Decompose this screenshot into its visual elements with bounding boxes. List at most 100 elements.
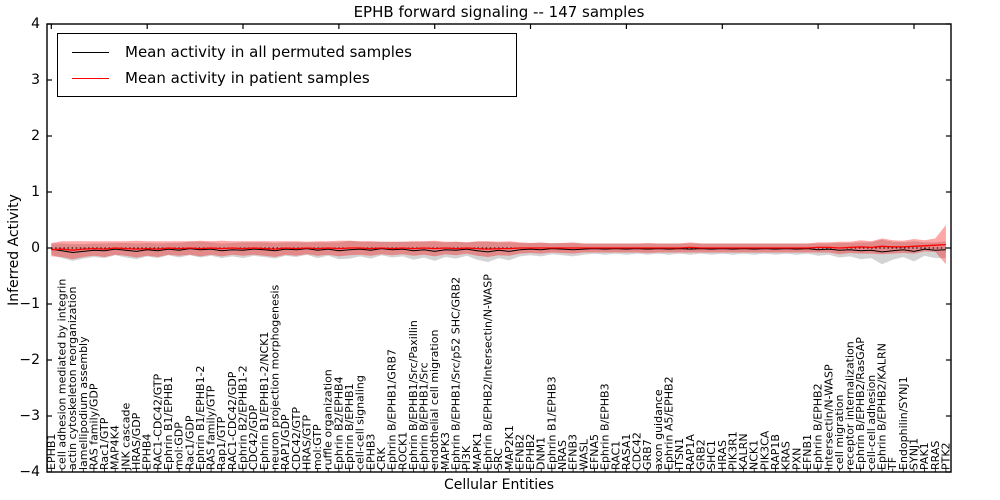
svg-text:PXN: PXN	[790, 448, 803, 470]
svg-text:HRAS: HRAS	[716, 440, 729, 470]
svg-text:RAP1A: RAP1A	[684, 434, 697, 470]
svg-text:NRAS: NRAS	[556, 440, 569, 470]
svg-text:−1: −1	[19, 296, 40, 312]
svg-text:cell migration: cell migration	[833, 394, 846, 470]
svg-text:1: 1	[31, 184, 40, 200]
svg-text:0: 0	[31, 240, 40, 256]
svg-text:−3: −3	[19, 408, 40, 424]
svg-text:JNK cascade: JNK cascade	[119, 403, 132, 471]
svg-text:Ephrin B/EPHB2/RasGAP: Ephrin B/EPHB2/RasGAP	[854, 337, 867, 470]
svg-text:RAC1-CDC42/GTP: RAC1-CDC42/GTP	[151, 373, 164, 470]
svg-text:Ephrin A5/EPHB2: Ephrin A5/EPHB2	[663, 376, 676, 470]
svg-text:CRK: CRK	[375, 447, 388, 470]
svg-text:KRAS: KRAS	[780, 441, 793, 470]
svg-text:ruffle organization: ruffle organization	[322, 369, 335, 470]
svg-text:CDC42/GDP: CDC42/GDP	[247, 404, 260, 470]
svg-text:receptor internalization: receptor internalization	[844, 341, 857, 470]
y-axis-label: Inferred Activity	[6, 194, 22, 306]
svg-text:EFNB2: EFNB2	[513, 434, 526, 470]
svg-text:Ephrin B1/EPHB1-2: Ephrin B1/EPHB1-2	[194, 365, 207, 470]
svg-text:RAP1B: RAP1B	[769, 434, 782, 470]
svg-text:TF: TF	[886, 457, 899, 471]
svg-text:HRAS/GDP: HRAS/GDP	[130, 412, 143, 470]
svg-text:cell-cell signaling: cell-cell signaling	[354, 375, 367, 470]
svg-text:actin cytoskeleton reorganizat: actin cytoskeleton reorganization	[66, 286, 79, 470]
svg-text:Ephrin B/EPHB1: Ephrin B/EPHB1	[343, 383, 356, 470]
svg-text:Ephrin B/EPHB1/Src: Ephrin B/EPHB1/Src	[418, 362, 431, 470]
svg-text:lamellipodium assembly: lamellipodium assembly	[77, 336, 90, 470]
svg-text:Endophilin/SYNJ1: Endophilin/SYNJ1	[897, 376, 910, 470]
svg-text:MAPK1: MAPK1	[471, 432, 484, 470]
svg-text:−2: −2	[19, 352, 40, 368]
svg-text:cell-cell adhesion: cell-cell adhesion	[865, 375, 878, 470]
svg-text:neuron projection morphogenesi: neuron projection morphogenesis	[269, 284, 282, 470]
legend-item-permuted: Mean activity in all permuted samples	[58, 39, 516, 65]
legend-label-patient: Mean activity in patient samples	[125, 69, 370, 87]
svg-text:MAPK3: MAPK3	[439, 432, 452, 470]
svg-text:NCK1: NCK1	[748, 440, 761, 470]
svg-text:Rac1/GDP: Rac1/GDP	[183, 415, 196, 470]
svg-text:Ephrin B2/EPHB4: Ephrin B2/EPHB4	[332, 376, 345, 470]
svg-text:Rap1/GTP: Rap1/GTP	[215, 416, 228, 470]
svg-text:DNM1: DNM1	[535, 437, 548, 470]
svg-text:Rac1/GTP: Rac1/GTP	[98, 417, 111, 470]
svg-text:mol:GTP: mol:GTP	[311, 424, 324, 470]
svg-text:Ephrin B/EPHB1/Src/Paxillin: Ephrin B/EPHB1/Src/Paxillin	[407, 320, 420, 470]
svg-text:4: 4	[31, 16, 40, 32]
svg-text:ROCK1: ROCK1	[396, 432, 409, 470]
svg-text:RAC1: RAC1	[609, 441, 622, 470]
svg-text:Ephrin B1/EPHB1: Ephrin B1/EPHB1	[162, 376, 175, 470]
svg-text:RAS family/GDP: RAS family/GDP	[87, 383, 100, 470]
svg-text:−4: −4	[19, 464, 40, 480]
svg-text:CDC42/GTP: CDC42/GTP	[290, 407, 303, 470]
svg-text:Ephrin B/EPHB1/Src/p52 SHC/GRB: Ephrin B/EPHB1/Src/p52 SHC/GRB2	[450, 277, 463, 470]
svg-text:EFNB3: EFNB3	[567, 434, 580, 470]
svg-text:HRAS/GTP: HRAS/GTP	[300, 414, 313, 470]
svg-text:SHC1: SHC1	[705, 440, 718, 470]
svg-text:PAK1: PAK1	[918, 442, 931, 470]
legend-label-permuted: Mean activity in all permuted samples	[125, 43, 412, 61]
svg-text:Intersectin/N-WASP: Intersectin/N-WASP	[822, 364, 835, 470]
svg-text:CDC42: CDC42	[631, 432, 644, 470]
svg-text:RAS family/GTP: RAS family/GTP	[205, 385, 218, 470]
svg-text:MAP4K4: MAP4K4	[109, 425, 122, 470]
chart-title: EPHB forward signaling -- 147 samples	[353, 3, 645, 21]
legend-item-patient: Mean activity in patient samples	[58, 65, 516, 91]
svg-text:Ephrin B/EPHB2/KALRN: Ephrin B/EPHB2/KALRN	[876, 343, 889, 470]
legend: Mean activity in all permuted samples Me…	[57, 33, 517, 97]
svg-text:3: 3	[31, 72, 40, 88]
svg-text:GRB7: GRB7	[641, 439, 654, 470]
svg-text:RRAS: RRAS	[929, 441, 942, 470]
svg-text:RAP1/GDP: RAP1/GDP	[279, 414, 292, 470]
svg-text:EFNB1: EFNB1	[801, 434, 814, 470]
svg-text:Ephrin B2/EPHB1-2: Ephrin B2/EPHB1-2	[237, 365, 250, 470]
svg-text:Ephrin B1/EPHB1-2/NCK1: Ephrin B1/EPHB1-2/NCK1	[258, 332, 271, 470]
svg-text:Ephrin B/EPHB2: Ephrin B/EPHB2	[812, 383, 825, 470]
svg-text:Ephrin B/EPHB3: Ephrin B/EPHB3	[599, 383, 612, 470]
svg-text:cell adhesion mediated by inte: cell adhesion mediated by integrin	[55, 279, 68, 470]
svg-text:EPHB3: EPHB3	[364, 434, 377, 470]
svg-text:GRB2: GRB2	[694, 439, 707, 470]
x-axis-label: Cellular Entities	[443, 477, 555, 493]
svg-text:RAC1-CDC42/GDP: RAC1-CDC42/GDP	[226, 371, 239, 470]
svg-text:PI3K: PI3K	[460, 445, 473, 470]
svg-text:KALRN: KALRN	[737, 433, 750, 470]
svg-text:EPHB2: EPHB2	[524, 434, 537, 470]
svg-text:axon guidance: axon guidance	[652, 389, 665, 470]
svg-text:Ephrin B/EPHB2/Intersectin/N-W: Ephrin B/EPHB2/Intersectin/N-WASP	[481, 274, 494, 470]
svg-text:PIK3R1: PIK3R1	[726, 431, 739, 470]
svg-text:EPHB1: EPHB1	[45, 434, 58, 470]
svg-text:WASL: WASL	[577, 438, 590, 470]
patient-line-swatch-icon	[72, 77, 109, 79]
svg-text:endothelial cell migration: endothelial cell migration	[428, 330, 441, 470]
svg-text:EFNA5: EFNA5	[588, 434, 601, 470]
svg-text:PIK3CA: PIK3CA	[758, 430, 771, 470]
svg-text:MAP2K1: MAP2K1	[503, 425, 516, 470]
svg-text:RASA1: RASA1	[620, 434, 633, 470]
svg-text:SRC: SRC	[492, 448, 505, 470]
svg-text:EPHB4: EPHB4	[141, 434, 154, 470]
svg-text:mol:GDP: mol:GDP	[173, 422, 186, 470]
svg-text:2: 2	[31, 128, 40, 144]
